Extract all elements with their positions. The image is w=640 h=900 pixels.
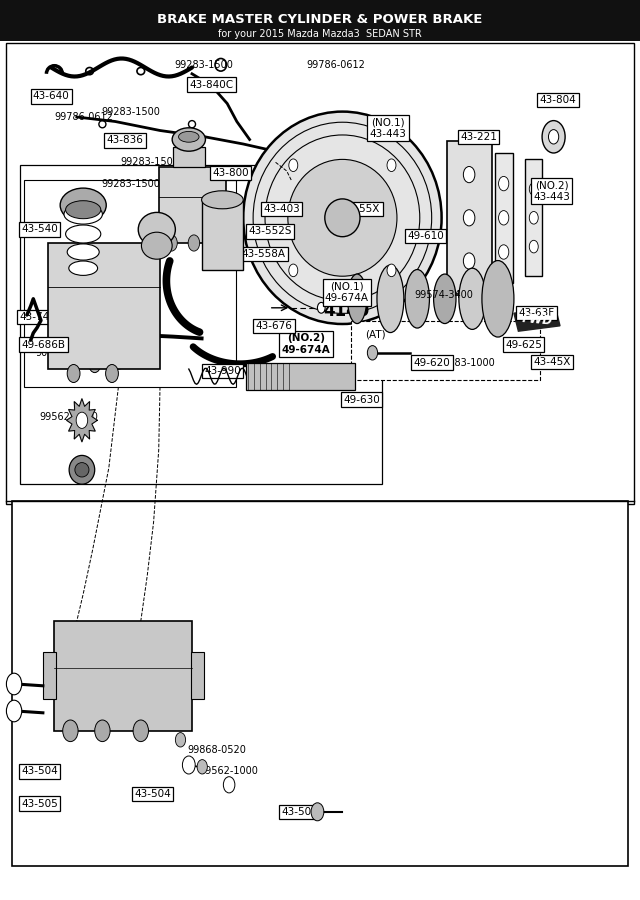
Text: 43-55X: 43-55X xyxy=(343,203,380,214)
Circle shape xyxy=(76,412,88,428)
Text: 99283-1500: 99283-1500 xyxy=(101,178,160,189)
Text: 43-804: 43-804 xyxy=(540,94,577,105)
Ellipse shape xyxy=(459,268,486,329)
Ellipse shape xyxy=(64,204,102,224)
Circle shape xyxy=(499,211,509,225)
Text: 99283-1500: 99283-1500 xyxy=(101,106,160,117)
Bar xyxy=(173,147,205,166)
Text: 43-403: 43-403 xyxy=(263,203,300,214)
Circle shape xyxy=(529,183,538,195)
Circle shape xyxy=(6,673,22,695)
Bar xyxy=(6,43,634,504)
Text: FWD: FWD xyxy=(521,311,553,328)
Text: 4140: 4140 xyxy=(323,302,369,319)
Text: 49-620: 49-620 xyxy=(413,357,451,368)
Text: 43-221: 43-221 xyxy=(460,131,497,142)
Circle shape xyxy=(207,235,219,251)
Text: 43-676: 43-676 xyxy=(255,320,292,331)
Circle shape xyxy=(463,210,475,226)
Bar xyxy=(54,621,192,731)
Ellipse shape xyxy=(243,112,442,324)
Text: for your 2015 Mazda Mazda3  SEDAN STR: for your 2015 Mazda Mazda3 SEDAN STR xyxy=(218,29,422,40)
Bar xyxy=(20,165,382,484)
Circle shape xyxy=(289,264,298,276)
Ellipse shape xyxy=(405,270,429,328)
Bar xyxy=(202,200,243,270)
Bar xyxy=(48,243,160,369)
Text: 49-610: 49-610 xyxy=(407,230,444,241)
Text: 43-740A: 43-740A xyxy=(20,311,63,322)
Text: 43-540: 43-540 xyxy=(21,224,58,235)
Polygon shape xyxy=(83,308,144,369)
Circle shape xyxy=(67,364,80,382)
Circle shape xyxy=(542,121,565,153)
Bar xyxy=(191,652,204,699)
Ellipse shape xyxy=(141,232,172,259)
Circle shape xyxy=(133,720,148,742)
Circle shape xyxy=(289,159,298,172)
Circle shape xyxy=(175,733,186,747)
Ellipse shape xyxy=(377,265,404,332)
Text: 49-630: 49-630 xyxy=(343,394,380,405)
Text: (NO.1)
49-674A: (NO.1) 49-674A xyxy=(325,282,369,303)
Bar xyxy=(24,180,236,387)
Text: 99574-3400: 99574-3400 xyxy=(415,290,474,301)
Circle shape xyxy=(367,346,378,360)
Ellipse shape xyxy=(179,131,199,142)
Text: 43-990: 43-990 xyxy=(204,365,241,376)
Ellipse shape xyxy=(75,463,89,477)
Circle shape xyxy=(63,720,78,742)
Text: 99283-1500: 99283-1500 xyxy=(174,59,233,70)
Text: 43-504: 43-504 xyxy=(21,766,58,777)
Ellipse shape xyxy=(348,274,367,323)
Bar xyxy=(43,652,56,699)
Text: 99562-1000: 99562-1000 xyxy=(200,766,259,777)
Bar xyxy=(447,141,492,294)
Polygon shape xyxy=(514,308,560,331)
Circle shape xyxy=(317,302,325,313)
Text: 43-558A: 43-558A xyxy=(242,248,285,259)
Circle shape xyxy=(529,240,538,253)
Circle shape xyxy=(387,159,396,172)
Text: 43-840C: 43-840C xyxy=(189,79,233,90)
Ellipse shape xyxy=(138,212,175,247)
Circle shape xyxy=(499,176,509,191)
Circle shape xyxy=(463,253,475,269)
Circle shape xyxy=(529,212,538,224)
Bar xyxy=(12,501,628,866)
Circle shape xyxy=(106,364,118,382)
Text: 99283-1000: 99283-1000 xyxy=(436,357,495,368)
Ellipse shape xyxy=(325,199,360,237)
Ellipse shape xyxy=(288,159,397,276)
Circle shape xyxy=(182,756,195,774)
Bar xyxy=(351,321,540,380)
Ellipse shape xyxy=(65,225,101,243)
Text: 43-640: 43-640 xyxy=(33,91,70,102)
Text: 43-836: 43-836 xyxy=(106,135,143,146)
Text: 43-504: 43-504 xyxy=(134,788,171,799)
Circle shape xyxy=(387,264,396,276)
Circle shape xyxy=(188,235,200,251)
Text: 43-63F: 43-63F xyxy=(518,308,554,319)
Circle shape xyxy=(499,245,509,259)
Circle shape xyxy=(463,166,475,183)
Text: 49-625: 49-625 xyxy=(505,339,542,350)
Circle shape xyxy=(89,356,100,373)
Text: (NO.2)
49-674A: (NO.2) 49-674A xyxy=(282,333,330,355)
Circle shape xyxy=(166,235,177,251)
Circle shape xyxy=(311,803,324,821)
Bar xyxy=(0,0,640,40)
Ellipse shape xyxy=(60,188,106,222)
Bar xyxy=(525,159,542,276)
Circle shape xyxy=(197,760,207,774)
Ellipse shape xyxy=(67,244,99,260)
Text: 43-45X: 43-45X xyxy=(533,356,570,367)
Ellipse shape xyxy=(202,191,243,209)
Bar xyxy=(159,166,226,243)
Text: 99786-0612: 99786-0612 xyxy=(306,59,365,70)
Polygon shape xyxy=(67,399,97,442)
Ellipse shape xyxy=(434,274,456,323)
Ellipse shape xyxy=(65,201,101,219)
Text: 43-552S: 43-552S xyxy=(248,226,292,237)
Text: 43-800: 43-800 xyxy=(212,167,249,178)
